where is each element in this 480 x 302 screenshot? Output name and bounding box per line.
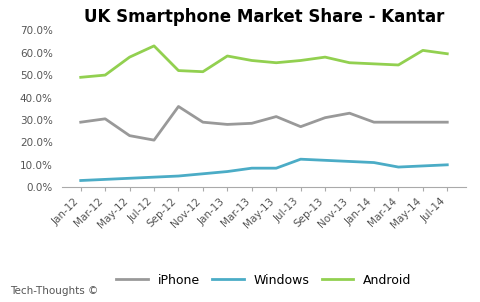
Windows — [444, 163, 450, 167]
Line: Android: Android — [81, 46, 447, 77]
iPhone — [200, 120, 206, 124]
iPhone — [78, 120, 84, 124]
iPhone — [322, 116, 328, 120]
iPhone — [371, 120, 377, 124]
Android — [151, 44, 157, 48]
Android — [102, 73, 108, 77]
Android — [176, 69, 181, 72]
Windows — [200, 172, 206, 175]
Windows — [420, 164, 426, 168]
Android — [396, 63, 401, 67]
iPhone — [420, 120, 426, 124]
Windows — [322, 159, 328, 162]
iPhone — [176, 105, 181, 108]
iPhone — [396, 120, 401, 124]
Windows — [78, 179, 84, 182]
Title: UK Smartphone Market Share - Kantar: UK Smartphone Market Share - Kantar — [84, 8, 444, 26]
Text: Tech-Thoughts ©: Tech-Thoughts © — [10, 286, 98, 296]
Android — [420, 49, 426, 52]
Android — [273, 61, 279, 65]
Line: Windows: Windows — [81, 159, 447, 181]
Android — [347, 61, 352, 65]
iPhone — [249, 121, 255, 125]
iPhone — [127, 134, 132, 137]
Windows — [102, 178, 108, 181]
Windows — [273, 166, 279, 170]
Android — [249, 59, 255, 62]
Windows — [176, 174, 181, 178]
Windows — [371, 161, 377, 164]
Legend: iPhone, Windows, Android: iPhone, Windows, Android — [111, 269, 417, 292]
Windows — [151, 175, 157, 179]
iPhone — [225, 123, 230, 126]
Android — [78, 76, 84, 79]
Line: iPhone: iPhone — [81, 107, 447, 140]
Windows — [225, 170, 230, 173]
iPhone — [444, 120, 450, 124]
Windows — [347, 160, 352, 163]
Windows — [298, 157, 303, 161]
Android — [298, 59, 303, 62]
iPhone — [298, 125, 303, 128]
Android — [444, 52, 450, 56]
Android — [322, 55, 328, 59]
Android — [225, 54, 230, 58]
iPhone — [102, 117, 108, 120]
Windows — [249, 166, 255, 170]
iPhone — [273, 115, 279, 118]
Android — [127, 55, 132, 59]
iPhone — [151, 138, 157, 142]
Windows — [396, 165, 401, 169]
Android — [200, 70, 206, 73]
Windows — [127, 176, 132, 180]
Android — [371, 62, 377, 66]
iPhone — [347, 111, 352, 115]
